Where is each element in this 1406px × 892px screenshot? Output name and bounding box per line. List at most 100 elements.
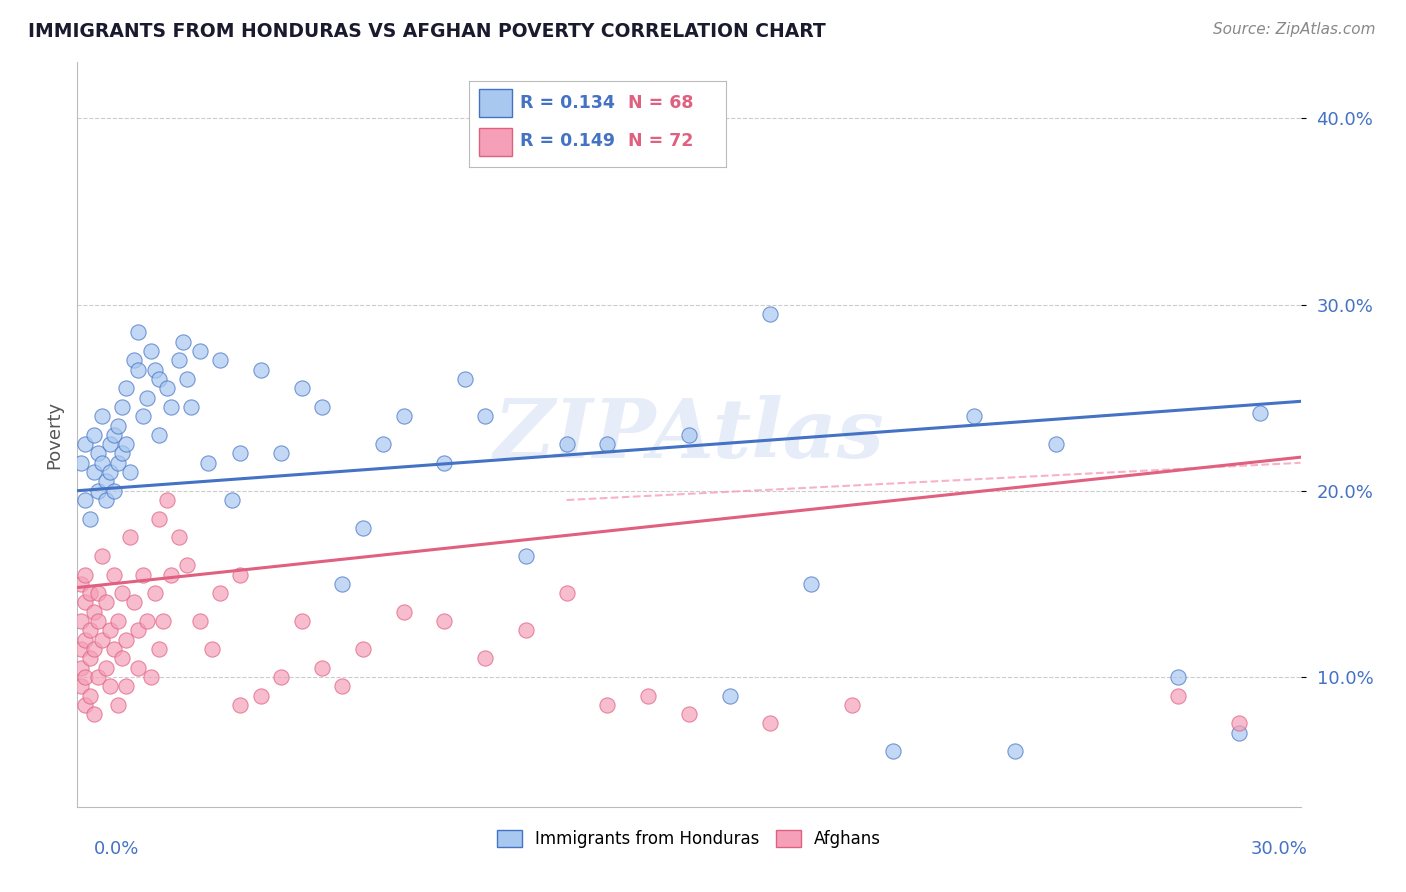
Point: [555, 437, 578, 451]
Point: [1229, 716, 1251, 731]
Point: [127, 362, 149, 376]
Point: [332, 679, 354, 693]
Point: [124, 353, 146, 368]
Point: [188, 344, 211, 359]
Point: [555, 586, 578, 600]
Point: [98, 679, 121, 693]
Point: [197, 456, 219, 470]
Y-axis label: Poverty: Poverty: [45, 401, 63, 469]
Point: [311, 660, 333, 674]
Point: [127, 624, 149, 638]
Point: [94, 660, 117, 674]
Point: [474, 651, 496, 665]
Point: [637, 689, 659, 703]
Point: [139, 670, 162, 684]
Point: [1167, 689, 1189, 703]
Point: [135, 614, 157, 628]
Point: [75, 567, 97, 582]
Point: [433, 456, 456, 470]
Legend: Immigrants from Honduras, Afghans: Immigrants from Honduras, Afghans: [489, 823, 889, 855]
Point: [79, 586, 101, 600]
Text: 0.0%: 0.0%: [94, 840, 139, 858]
Point: [70, 577, 93, 591]
Point: [678, 427, 700, 442]
Point: [759, 307, 782, 321]
Point: [79, 651, 101, 665]
Point: [1249, 405, 1271, 419]
Point: [103, 567, 125, 582]
Point: [1004, 744, 1026, 758]
Point: [107, 418, 129, 433]
Point: [963, 409, 986, 424]
Point: [392, 605, 415, 619]
Point: [250, 689, 273, 703]
Point: [156, 381, 179, 395]
Point: [332, 577, 354, 591]
Point: [135, 391, 157, 405]
Point: [111, 400, 134, 414]
Point: [176, 558, 198, 573]
Point: [103, 483, 125, 498]
Text: IMMIGRANTS FROM HONDURAS VS AFGHAN POVERTY CORRELATION CHART: IMMIGRANTS FROM HONDURAS VS AFGHAN POVER…: [28, 22, 825, 41]
Point: [111, 586, 134, 600]
Point: [79, 511, 101, 525]
Point: [75, 493, 97, 508]
Point: [90, 456, 112, 470]
Point: [290, 614, 312, 628]
Point: [800, 577, 823, 591]
Point: [107, 614, 129, 628]
Point: [98, 465, 121, 479]
Point: [201, 642, 224, 657]
Point: [1045, 437, 1067, 451]
Point: [176, 372, 198, 386]
Point: [87, 586, 110, 600]
Point: [107, 456, 129, 470]
Point: [103, 642, 125, 657]
Point: [148, 642, 170, 657]
Point: [169, 353, 191, 368]
Point: [120, 465, 142, 479]
Point: [87, 483, 110, 498]
Point: [474, 409, 496, 424]
Point: [70, 456, 93, 470]
Point: [98, 624, 121, 638]
Point: [718, 689, 741, 703]
Point: [229, 567, 252, 582]
Point: [83, 642, 105, 657]
Point: [229, 698, 252, 712]
Point: [94, 475, 117, 489]
Point: [143, 362, 166, 376]
Point: [83, 465, 105, 479]
Point: [115, 632, 138, 647]
Point: [160, 567, 183, 582]
Point: [148, 427, 170, 442]
Point: [111, 446, 134, 460]
Point: [352, 521, 374, 535]
Point: [75, 670, 97, 684]
Point: [127, 660, 149, 674]
Point: [87, 446, 110, 460]
Point: [156, 493, 179, 508]
Point: [1229, 726, 1251, 740]
Point: [678, 707, 700, 722]
Point: [83, 605, 105, 619]
Point: [75, 632, 97, 647]
Point: [392, 409, 415, 424]
Point: [143, 586, 166, 600]
Point: [188, 614, 211, 628]
Point: [596, 698, 619, 712]
Point: [79, 624, 101, 638]
Point: [148, 372, 170, 386]
Point: [221, 493, 243, 508]
Point: [229, 446, 252, 460]
Point: [79, 689, 101, 703]
Point: [208, 353, 231, 368]
Point: [124, 595, 146, 609]
Point: [152, 614, 174, 628]
Point: [515, 549, 537, 563]
Point: [70, 660, 93, 674]
Point: [515, 624, 537, 638]
Point: [94, 595, 117, 609]
Point: [169, 530, 191, 544]
Point: [120, 530, 142, 544]
